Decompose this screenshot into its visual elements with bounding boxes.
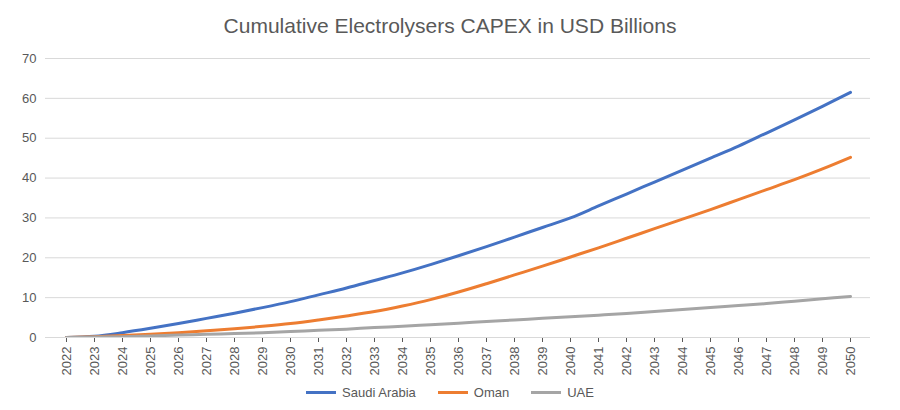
svg-text:2031: 2031 bbox=[311, 347, 326, 376]
svg-text:2044: 2044 bbox=[675, 347, 690, 376]
svg-text:2027: 2027 bbox=[199, 347, 214, 376]
svg-text:2034: 2034 bbox=[395, 347, 410, 376]
svg-text:10: 10 bbox=[22, 290, 36, 305]
svg-text:2041: 2041 bbox=[591, 347, 606, 376]
html-text:Cumulative Electrolysers CAPEX: Cumulative Electrolysers CAPEX in USD Bi… bbox=[223, 14, 677, 37]
html-text:UAE: UAE bbox=[567, 385, 594, 400]
svg-text:2022: 2022 bbox=[59, 347, 74, 376]
svg-text:2035: 2035 bbox=[423, 347, 438, 376]
svg-text:2050: 2050 bbox=[843, 347, 858, 376]
svg-text:2025: 2025 bbox=[143, 347, 158, 376]
svg-text:2033: 2033 bbox=[367, 347, 382, 376]
svg-text:2023: 2023 bbox=[87, 347, 102, 376]
html-text:Oman: Oman bbox=[473, 385, 510, 400]
svg-text:2049: 2049 bbox=[815, 347, 830, 376]
svg-text:2038: 2038 bbox=[507, 347, 522, 376]
svg-text:30: 30 bbox=[22, 210, 36, 225]
svg-text:2047: 2047 bbox=[759, 347, 774, 376]
svg-text:20: 20 bbox=[22, 250, 36, 265]
svg-text:2040: 2040 bbox=[563, 347, 578, 376]
svg-text:2042: 2042 bbox=[619, 347, 634, 376]
svg-text:2045: 2045 bbox=[703, 347, 718, 376]
svg-text:2030: 2030 bbox=[283, 347, 298, 376]
svg-text:2039: 2039 bbox=[535, 347, 550, 376]
svg-text:70: 70 bbox=[22, 51, 36, 66]
svg-text:60: 60 bbox=[22, 91, 36, 106]
svg-text:2029: 2029 bbox=[255, 347, 270, 376]
svg-text:2043: 2043 bbox=[647, 347, 662, 376]
svg-text:2036: 2036 bbox=[451, 347, 466, 376]
svg-text:2028: 2028 bbox=[227, 347, 242, 376]
svg-text:2046: 2046 bbox=[731, 347, 746, 376]
svg-text:2037: 2037 bbox=[479, 347, 494, 376]
svg-text:2048: 2048 bbox=[787, 347, 802, 376]
html-text:Saudi Arabia: Saudi Arabia bbox=[342, 385, 416, 400]
svg-text:0: 0 bbox=[29, 330, 36, 345]
svg-text:50: 50 bbox=[22, 130, 36, 145]
svg-text:2032: 2032 bbox=[339, 347, 354, 376]
svg-text:2026: 2026 bbox=[171, 347, 186, 376]
svg-text:2024: 2024 bbox=[115, 347, 130, 376]
svg-text:40: 40 bbox=[22, 170, 36, 185]
